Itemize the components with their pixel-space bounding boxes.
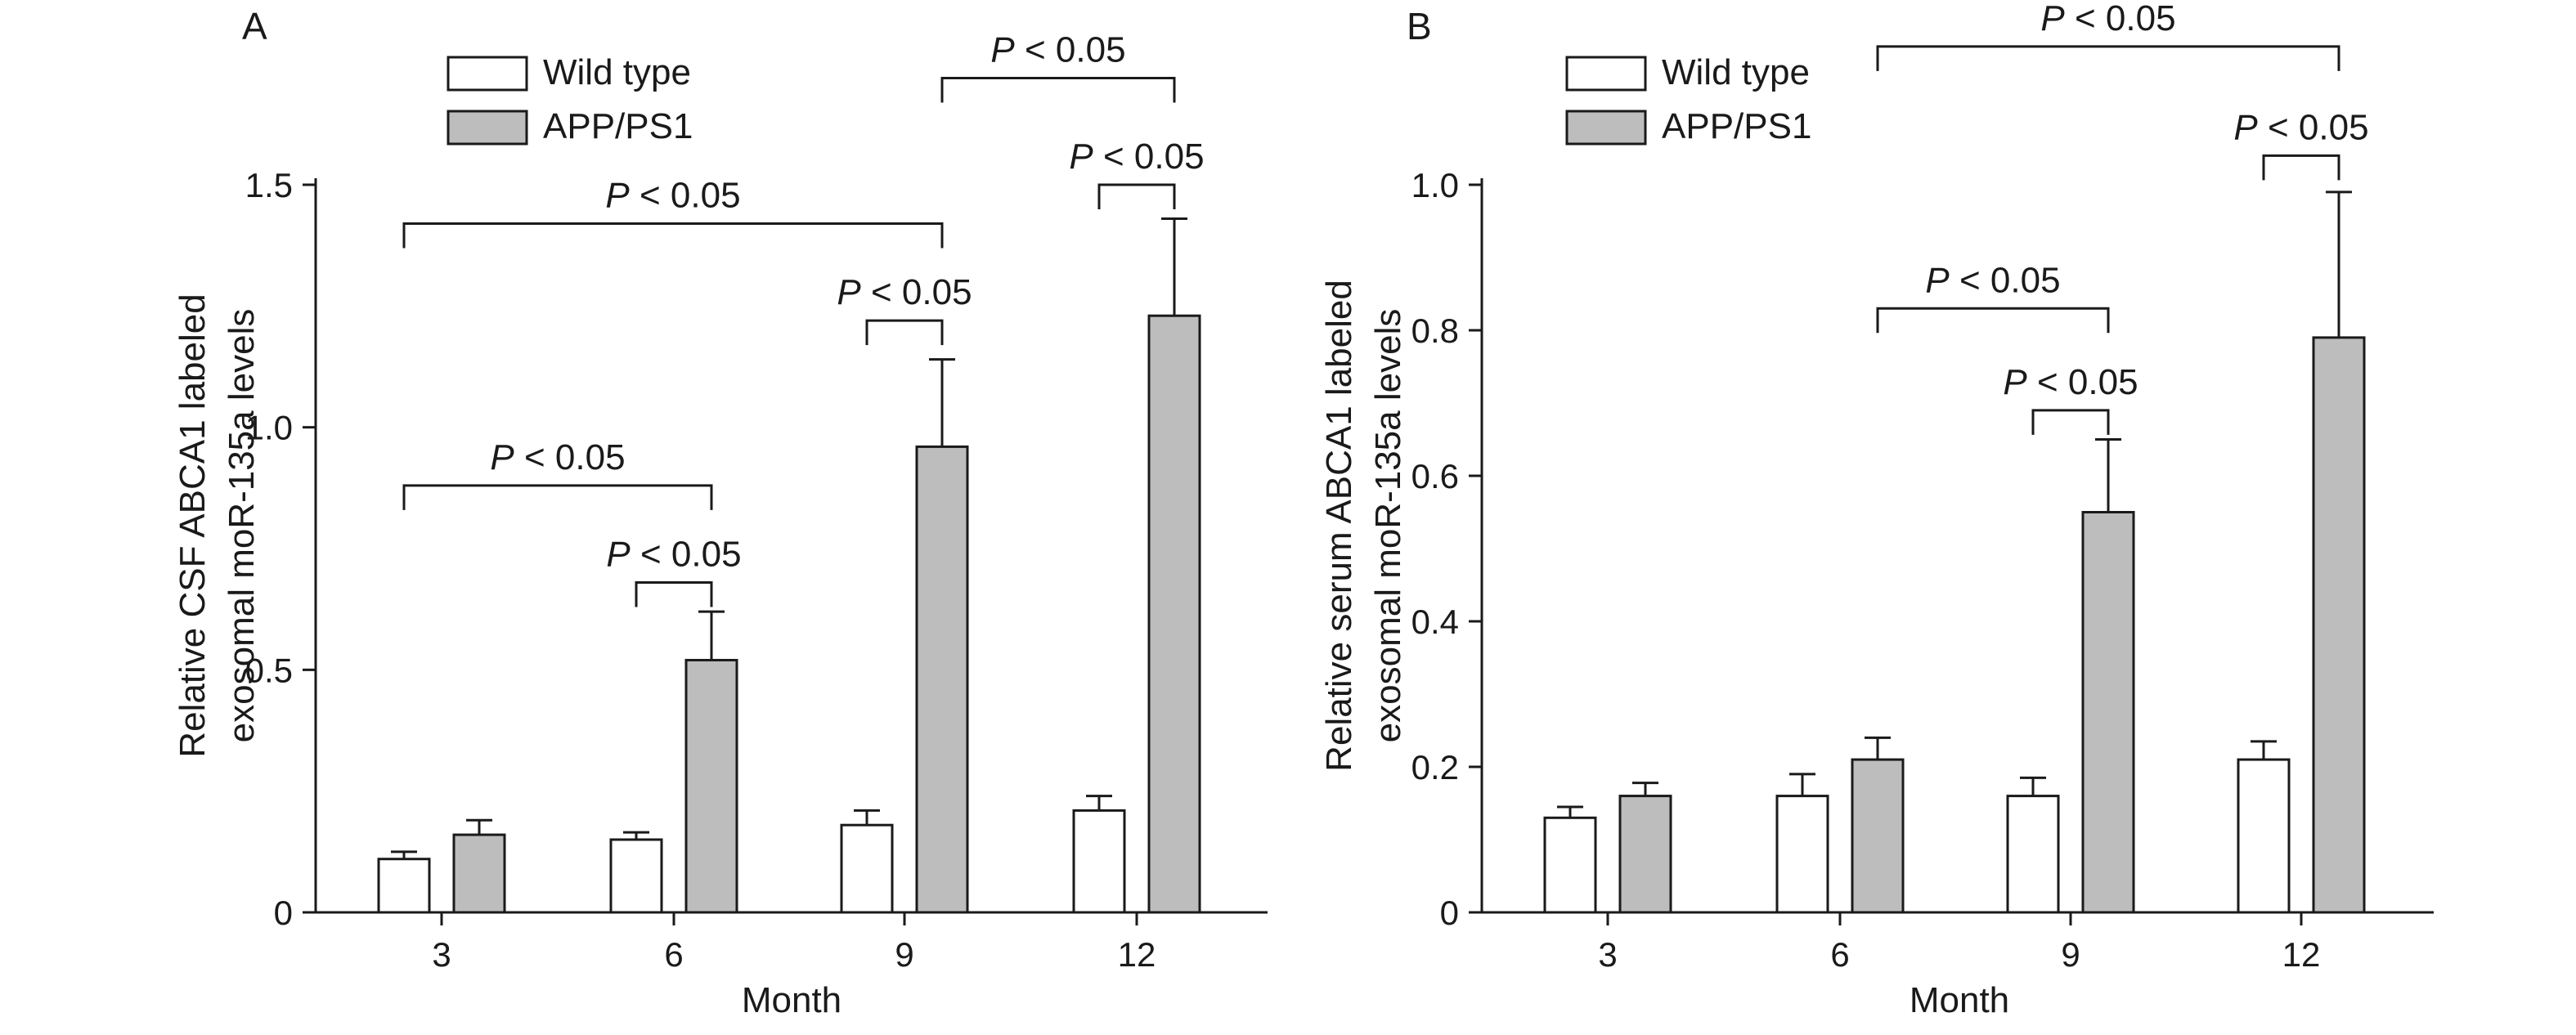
y-axis-title-b: Relative serum ABCA1 labeled exosomal mo… bbox=[1319, 280, 1408, 772]
significance-label-p: P bbox=[2040, 0, 2065, 38]
significance-label-threshold: < 0.05 bbox=[861, 272, 972, 312]
bar-app-ps1-3 bbox=[452, 833, 506, 914]
significance-label-threshold: < 0.05 bbox=[2258, 107, 2369, 147]
significance-label: P < 0.05 bbox=[990, 29, 1125, 69]
y-tick-label: 0.8 bbox=[1411, 311, 1459, 350]
y-axis-title-line-2: exosomal moR-135a levels bbox=[1368, 309, 1408, 743]
significance-label: P < 0.05 bbox=[2233, 107, 2368, 147]
significance-bracket bbox=[1097, 183, 1176, 209]
x-tick-label: 12 bbox=[2282, 935, 2321, 974]
bar-app-ps1-3 bbox=[1618, 795, 1672, 914]
significance-label: P < 0.05 bbox=[837, 272, 972, 312]
x-tick-label: 9 bbox=[895, 935, 913, 974]
significance-label-p: P bbox=[837, 272, 861, 312]
significance-bracket bbox=[402, 484, 713, 510]
y-tick-label: 1.0 bbox=[245, 409, 293, 447]
legend-swatch-app-ps1 bbox=[447, 110, 528, 146]
significance-bracket bbox=[402, 222, 944, 249]
y-tick-label: 1.0 bbox=[1411, 166, 1459, 204]
significance-bracket bbox=[1876, 45, 2340, 71]
significance-label: P < 0.05 bbox=[606, 535, 741, 575]
bar-wild-type-12 bbox=[1072, 809, 1126, 914]
significance-label-p: P bbox=[606, 535, 631, 575]
y-tick-label: 0.6 bbox=[1411, 457, 1459, 495]
legend-label-wild-type: Wild type bbox=[1662, 52, 1810, 92]
bar-app-ps1-6 bbox=[684, 658, 738, 914]
panel-label-a: A bbox=[242, 5, 267, 47]
significance-label-p: P bbox=[2233, 107, 2258, 147]
significance-label-threshold: < 0.05 bbox=[2027, 362, 2138, 402]
bar-wild-type-9 bbox=[2006, 795, 2060, 914]
significance-label-threshold: < 0.05 bbox=[1015, 29, 1126, 69]
significance-label-threshold: < 0.05 bbox=[2065, 0, 2176, 38]
bar-wild-type-6 bbox=[609, 838, 663, 914]
bar-wild-type-12 bbox=[2237, 758, 2291, 914]
x-tick-label: 3 bbox=[1598, 935, 1617, 974]
significance-label: P < 0.05 bbox=[605, 175, 740, 215]
x-axis-title-b: Month bbox=[1910, 980, 2009, 1020]
y-axis-title-line-2: exosomal moR-135a levels bbox=[222, 309, 262, 743]
y-tick-label: 0 bbox=[274, 894, 293, 932]
y-axis-title-line-1: Relative CSF ABCA1 labeled bbox=[173, 293, 213, 757]
y-tick-label: 0 bbox=[1440, 894, 1459, 932]
panel-b: B Relative serum ABCA1 labeled exosomal … bbox=[1319, 0, 2434, 1020]
plot-area-b: 00.20.40.60.81.03 6 9 12P < 0.05P < 0.05P <… bbox=[1411, 0, 2434, 974]
significance-label-p: P bbox=[2003, 362, 2027, 402]
legend-swatch-wild-type bbox=[1565, 56, 1647, 92]
bar-wild-type-9 bbox=[840, 823, 894, 914]
significance-label: P < 0.05 bbox=[2003, 362, 2138, 402]
significance-label-threshold: < 0.05 bbox=[1950, 260, 2061, 300]
significance-label-threshold: < 0.05 bbox=[1093, 137, 1205, 177]
significance-bracket bbox=[865, 319, 944, 346]
legend-label-wild-type: Wild type bbox=[543, 52, 691, 92]
legend-a: Wild type APP/PS1 bbox=[447, 52, 693, 146]
significance-label-threshold: < 0.05 bbox=[631, 535, 742, 575]
significance-label: P < 0.05 bbox=[2040, 0, 2175, 38]
significance-bracket bbox=[2031, 409, 2110, 435]
bar-app-ps1-6 bbox=[1851, 758, 1905, 914]
plot-area-a: 00.51.01.53 6 9 12P < 0.05P < 0.05P < 0.05P… bbox=[245, 29, 1268, 974]
x-tick-label: 9 bbox=[2061, 935, 2080, 974]
y-axis-title-line-1: Relative serum ABCA1 labeled bbox=[1319, 280, 1359, 772]
panel-label-b: B bbox=[1407, 5, 1432, 47]
x-tick-label: 12 bbox=[1118, 935, 1156, 974]
significance-label-p: P bbox=[490, 437, 514, 477]
significance-bracket bbox=[2262, 154, 2340, 181]
bar-app-ps1-9 bbox=[2081, 511, 2135, 914]
significance-label-p: P bbox=[1069, 137, 1093, 177]
x-axis-title-a: Month bbox=[742, 980, 841, 1020]
bar-app-ps1-12 bbox=[2312, 336, 2366, 914]
legend-label-app-ps1: APP/PS1 bbox=[543, 106, 693, 146]
significance-label: P < 0.05 bbox=[1069, 137, 1204, 177]
legend-label-app-ps1: APP/PS1 bbox=[1662, 106, 1811, 146]
bar-wild-type-3 bbox=[377, 858, 431, 914]
significance-label: P < 0.05 bbox=[1925, 260, 2060, 300]
legend-b: Wild type APP/PS1 bbox=[1565, 52, 1811, 146]
legend-swatch-wild-type bbox=[447, 56, 528, 92]
x-tick-label: 6 bbox=[1830, 935, 1849, 974]
y-tick-label: 0.5 bbox=[245, 651, 293, 689]
significance-label: P < 0.05 bbox=[490, 437, 625, 477]
x-tick-label: 6 bbox=[664, 935, 683, 974]
significance-label-threshold: < 0.05 bbox=[630, 175, 741, 215]
significance-label-p: P bbox=[990, 29, 1015, 69]
x-tick-label: 3 bbox=[432, 935, 451, 974]
legend-swatch-app-ps1 bbox=[1565, 110, 1647, 146]
bar-app-ps1-9 bbox=[915, 445, 969, 914]
significance-bracket bbox=[1876, 307, 2110, 334]
significance-label-p: P bbox=[605, 175, 630, 215]
panel-a: A Relative CSF ABCA1 labeled exosomal mo… bbox=[173, 5, 1268, 1020]
bar-wild-type-3 bbox=[1543, 816, 1597, 914]
significance-bracket bbox=[940, 76, 1176, 103]
significance-label-threshold: < 0.05 bbox=[514, 437, 626, 477]
bar-app-ps1-12 bbox=[1147, 314, 1201, 914]
y-tick-label: 0.4 bbox=[1411, 603, 1459, 641]
significance-bracket bbox=[635, 581, 713, 607]
y-tick-label: 0.2 bbox=[1411, 748, 1459, 786]
y-axis-title-a: Relative CSF ABCA1 labeled exosomal moR-… bbox=[173, 293, 262, 757]
significance-label-p: P bbox=[1925, 260, 1950, 300]
bar-wild-type-6 bbox=[1775, 795, 1829, 914]
y-tick-label: 1.5 bbox=[245, 166, 293, 204]
